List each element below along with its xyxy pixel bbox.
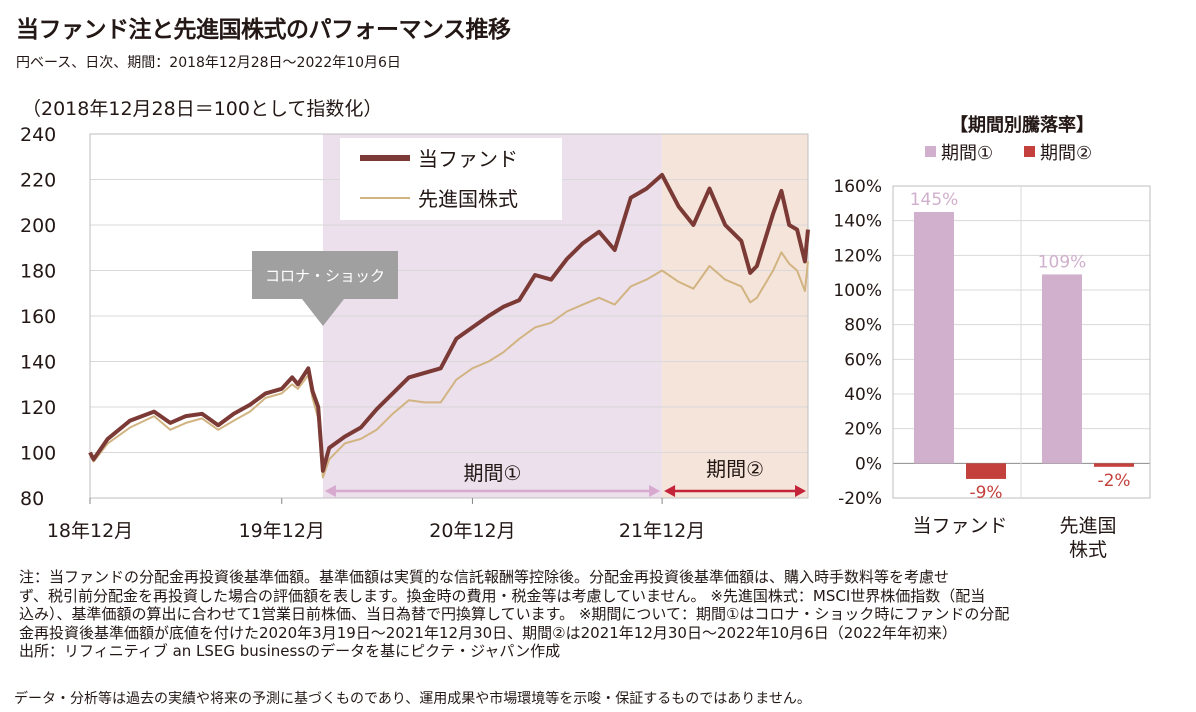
bar-period2 [1094, 463, 1134, 467]
period1-arrow-head-right [649, 485, 661, 497]
legend-label-index: 先進国株式 [418, 187, 518, 211]
footnote-line: 込み）、基準価額の算出に合わせて1営業日前株価、当日為替で円換算しています。 ※… [19, 605, 1010, 624]
bar-y-tick-label: 0% [855, 454, 882, 474]
y-tick-label: 180 [20, 261, 56, 283]
period2-label: 期間② [706, 457, 764, 481]
x-tick-label: 21年12月 [619, 520, 705, 542]
page-title: 当ファンド注と先進国株式のパフォーマンス推移 [16, 17, 511, 43]
legend-label-fund: 当ファンド [418, 147, 518, 171]
y-tick-label: 160 [20, 306, 56, 328]
legend-box [340, 138, 562, 220]
callout-box [252, 251, 398, 299]
y-tick-label: 220 [20, 170, 56, 192]
bar-y-tick-label: 40% [844, 385, 882, 405]
footnote-line: 注：当ファンドの分配金再投資後基準価額。基準価額は実質的な信託報酬等控除後。分配… [19, 568, 950, 586]
bar-legend-label-period2: 期間② [1040, 143, 1092, 164]
y-tick-label: 200 [20, 215, 56, 237]
bar-legend-label-period1: 期間① [941, 143, 993, 164]
bar-period1 [1042, 274, 1082, 464]
bar-y-tick-label: -20% [838, 489, 882, 509]
bar-chart-title: 【期間別騰落率】 [950, 114, 1094, 136]
callout-text: コロナ・ショック [265, 267, 385, 285]
bar-value-label: -2% [1097, 471, 1130, 491]
bar-legend-swatch-period1 [925, 146, 936, 157]
bar-y-tick-label: 160% [833, 177, 882, 197]
x-tick-label: 18年12月 [47, 520, 133, 542]
bar-y-tick-label: 20% [844, 420, 882, 440]
footnote-line: ず、税引前分配金を再投資した場合の評価額を表します。換金時の費用・税金等は考慮し… [19, 586, 986, 605]
series-line-fund [88, 172, 810, 473]
y-tick-label: 120 [20, 397, 56, 419]
callout-arrow [302, 299, 344, 326]
period2-arrow-head-left [664, 485, 676, 497]
y-tick-label: 80 [20, 488, 44, 510]
bar-category-label: 先進国 [1059, 515, 1116, 537]
bar-y-tick-label: 80% [844, 316, 882, 336]
bar-y-tick-label: 100% [833, 281, 882, 301]
footnotes: 注：当ファンドの分配金再投資後基準価額。基準価額は実質的な信託報酬等控除後。分配… [19, 568, 1179, 661]
bar-y-tick-label: 120% [833, 246, 882, 266]
y-tick-label: 100 [20, 443, 56, 465]
bar-y-tick-label: 140% [833, 212, 882, 232]
bar-category-label: 株式 [1069, 539, 1107, 561]
bar-category-label: 当ファンド [912, 515, 1007, 537]
x-tick-label: 20年12月 [429, 520, 515, 542]
y-tick-label: 140 [20, 352, 56, 374]
series-line-index [89, 251, 809, 479]
bar-value-label: -9% [969, 483, 1002, 503]
bar-value-label: 109% [1038, 252, 1087, 272]
bar-period1 [914, 212, 954, 464]
x-tick-label: 19年12月 [239, 520, 325, 542]
bar-value-label: 145% [910, 190, 959, 210]
period2-arrow-head-right [795, 485, 806, 497]
plot-frame [89, 133, 809, 499]
period1-label: 期間① [464, 461, 522, 485]
period1-arrow-head-left [324, 485, 336, 497]
bar-legend-swatch-period2 [1024, 146, 1035, 157]
bar-y-tick-label: 60% [844, 350, 882, 370]
disclaimer: データ・分析等は過去の実績や将来の予測に基づくものであり、運用成果や市場環境等を… [14, 691, 811, 707]
index-base-note: （2018年12月28日＝100として指数化） [22, 98, 383, 120]
page-subtitle: 円ベース、日次、期間：2018年12月28日～2022年10月6日 [16, 55, 401, 71]
bar-period2 [966, 463, 1006, 479]
source-note: 出所：リフィニティブ an LSEG businessのデータを基にピクテ・ジャ… [19, 642, 561, 661]
y-tick-label: 240 [20, 124, 56, 146]
footnote-line: 金再投資後基準価額が底値を付けた2020年3月19日～2021年12月30日、期… [19, 623, 957, 642]
